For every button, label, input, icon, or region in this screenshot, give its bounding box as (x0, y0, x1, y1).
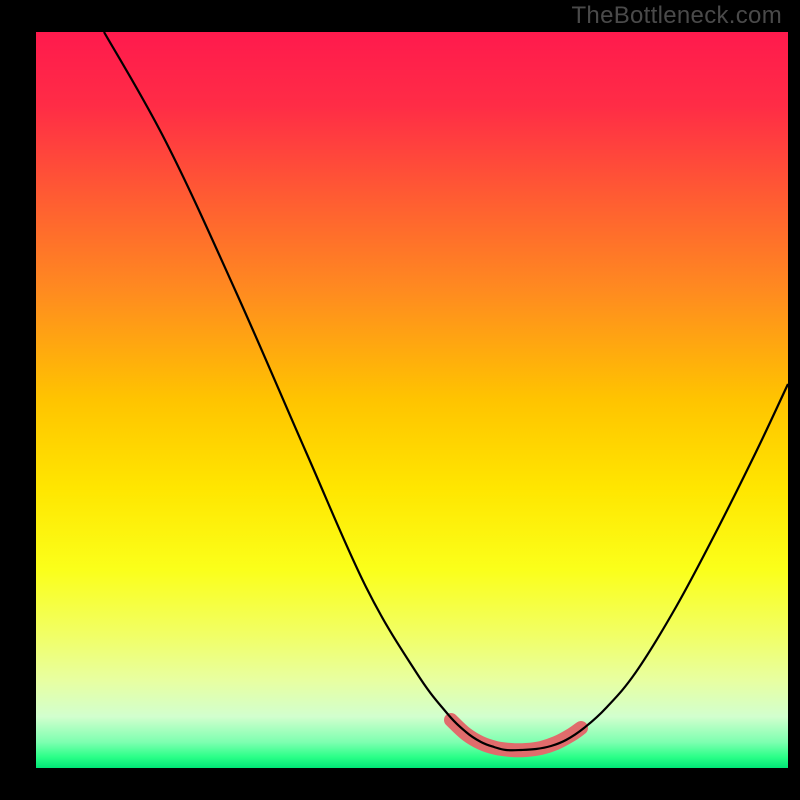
border-bottom (0, 768, 800, 800)
plot-svg (36, 32, 788, 768)
border-right (788, 0, 800, 800)
plot-background (36, 32, 788, 768)
border-left (0, 0, 36, 800)
watermark-text: TheBottleneck.com (571, 2, 782, 30)
chart-canvas: TheBottleneck.com (0, 0, 800, 800)
plot-area (36, 32, 788, 768)
